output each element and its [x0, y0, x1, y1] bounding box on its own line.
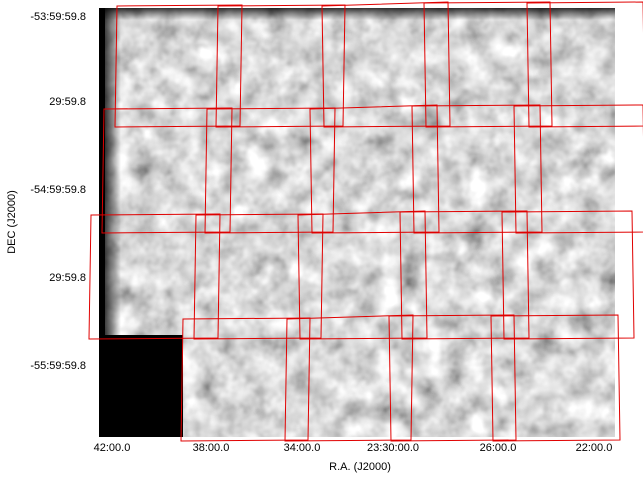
y-tick-label: 29:59.8	[49, 96, 86, 108]
edge-fade	[99, 8, 615, 20]
y-tick-label: -55:59:59.8	[30, 360, 86, 372]
x-tick-label: 23:30:00.0	[367, 442, 419, 454]
no-coverage	[99, 335, 183, 437]
page: R.A. (J2000) DEC (J2000) 42:00.0 38:00.0 3…	[0, 0, 643, 477]
x-tick-label: 38:00.0	[193, 442, 230, 454]
x-tick-label: 22:00.0	[576, 442, 613, 454]
x-tick-label: 26:00.0	[480, 442, 517, 454]
x-axis-label: R.A. (J2000)	[329, 461, 391, 473]
y-tick-label: -54:59:59.8	[30, 184, 86, 196]
x-tick-label: 42:00.0	[94, 442, 131, 454]
y-axis-label: DEC (J2000)	[6, 190, 18, 254]
x-tick-label: 34:00.0	[284, 442, 321, 454]
y-tick-label: 29:59.8	[49, 272, 86, 284]
sky-image-plot: R.A. (J2000) DEC (J2000) 42:00.0 38:00.0 3…	[0, 0, 643, 477]
y-tick-label: -53:59:59.8	[30, 11, 86, 23]
